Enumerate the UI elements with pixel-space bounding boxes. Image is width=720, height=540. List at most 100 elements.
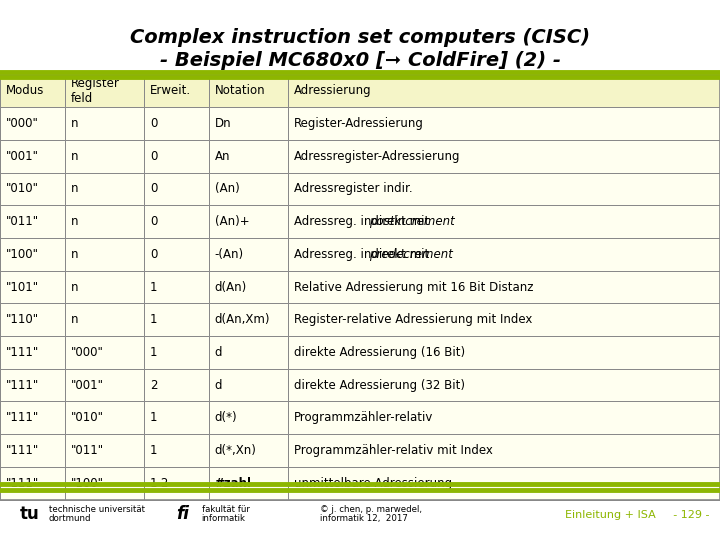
Text: - Beispiel MC680x0 [➞ ColdFire] (2) -: - Beispiel MC680x0 [➞ ColdFire] (2) - (160, 51, 560, 70)
Text: Adressreg. indirekt mit: Adressreg. indirekt mit (294, 215, 433, 228)
Bar (0, 303, 65, 336)
Text: d(An,Xm): d(An,Xm) (215, 313, 270, 326)
Bar (144, 303, 209, 336)
Text: #zahl: #zahl (215, 477, 251, 490)
Bar (288, 173, 720, 205)
Bar (288, 140, 720, 173)
Text: "111": "111" (6, 379, 39, 392)
Text: 1: 1 (150, 280, 157, 294)
Text: n: n (71, 313, 78, 326)
Bar (288, 303, 720, 336)
Bar (209, 238, 288, 271)
Bar (65, 107, 144, 140)
Text: "010": "010" (71, 411, 104, 424)
Bar (209, 271, 288, 303)
Bar (288, 467, 720, 500)
Bar (209, 303, 288, 336)
Text: d(An): d(An) (215, 280, 247, 294)
Text: technische universität: technische universität (49, 505, 145, 514)
Bar (65, 401, 144, 434)
Text: 1: 1 (150, 444, 157, 457)
Bar (144, 434, 209, 467)
Bar (209, 107, 288, 140)
Text: direkte Adressierung (16 Bit): direkte Adressierung (16 Bit) (294, 346, 465, 359)
Bar (0, 369, 65, 401)
Text: n: n (71, 183, 78, 195)
Text: Adressregister indir.: Adressregister indir. (294, 183, 413, 195)
Bar (209, 173, 288, 205)
Text: "111": "111" (6, 411, 39, 424)
Text: 1: 1 (150, 411, 157, 424)
Text: An: An (215, 150, 230, 163)
Bar (144, 75, 209, 107)
Text: Dn: Dn (215, 117, 231, 130)
Bar (0, 173, 65, 205)
Text: n: n (71, 280, 78, 294)
Text: d: d (215, 379, 222, 392)
Text: n: n (71, 215, 78, 228)
Bar (209, 369, 288, 401)
Text: n: n (71, 248, 78, 261)
Text: 0: 0 (150, 215, 157, 228)
Bar (288, 205, 720, 238)
Text: "000": "000" (71, 346, 104, 359)
Bar (65, 369, 144, 401)
Text: unmittelbare Adressierung: unmittelbare Adressierung (294, 477, 452, 490)
Text: "011": "011" (6, 215, 39, 228)
Bar (0, 140, 65, 173)
Text: Modus: Modus (6, 84, 44, 97)
Bar (144, 467, 209, 500)
Bar (288, 369, 720, 401)
Text: "111": "111" (6, 444, 39, 457)
Text: Programmzähler-relativ: Programmzähler-relativ (294, 411, 433, 424)
Text: -(An): -(An) (215, 248, 243, 261)
Text: "101": "101" (6, 280, 39, 294)
Text: informatik 12,  2017: informatik 12, 2017 (320, 514, 408, 523)
Text: Register-relative Adressierung mit Index: Register-relative Adressierung mit Index (294, 313, 532, 326)
Text: Register-Adressierung: Register-Adressierung (294, 117, 423, 130)
Bar (0, 336, 65, 369)
Bar (144, 140, 209, 173)
Text: "011": "011" (71, 444, 104, 457)
Text: 1-2: 1-2 (150, 477, 169, 490)
Text: fakultät für: fakultät für (202, 505, 249, 514)
Bar (0, 107, 65, 140)
Text: dortmund: dortmund (49, 514, 91, 523)
Text: direkte Adressierung (32 Bit): direkte Adressierung (32 Bit) (294, 379, 465, 392)
Bar (144, 369, 209, 401)
Bar (209, 434, 288, 467)
Text: predecrement: predecrement (369, 248, 453, 261)
Bar (288, 401, 720, 434)
Bar (65, 303, 144, 336)
Bar (65, 467, 144, 500)
Text: "010": "010" (6, 183, 39, 195)
Text: d(*,Xn): d(*,Xn) (215, 444, 256, 457)
Text: Register
feld: Register feld (71, 77, 120, 105)
Bar (65, 140, 144, 173)
Text: n: n (71, 150, 78, 163)
Text: "100": "100" (71, 477, 104, 490)
Text: "111": "111" (6, 346, 39, 359)
Bar (288, 434, 720, 467)
Text: (An): (An) (215, 183, 239, 195)
Text: postincrement: postincrement (369, 215, 454, 228)
Text: 1: 1 (150, 346, 157, 359)
Text: n: n (71, 117, 78, 130)
Text: tu: tu (20, 505, 40, 523)
Bar (288, 75, 720, 107)
Bar (0, 205, 65, 238)
Text: Einleitung + ISA     - 129 -: Einleitung + ISA - 129 - (564, 510, 709, 520)
Bar (209, 401, 288, 434)
Text: Adressierung: Adressierung (294, 84, 372, 97)
Text: "111": "111" (6, 477, 39, 490)
Bar (65, 205, 144, 238)
Bar (0, 271, 65, 303)
Text: "001": "001" (6, 150, 39, 163)
Bar (144, 107, 209, 140)
Text: 0: 0 (150, 150, 157, 163)
Bar (0, 434, 65, 467)
Bar (288, 336, 720, 369)
Bar (0, 467, 65, 500)
Bar (288, 271, 720, 303)
Text: Relative Adressierung mit 16 Bit Distanz: Relative Adressierung mit 16 Bit Distanz (294, 280, 534, 294)
